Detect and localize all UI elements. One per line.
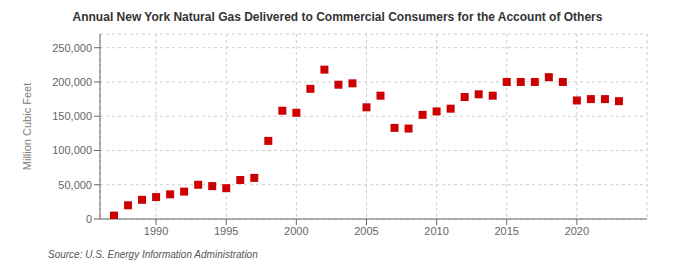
svg-text:100,000: 100,000 — [52, 144, 92, 156]
svg-text:2020: 2020 — [565, 225, 589, 237]
svg-text:50,000: 50,000 — [58, 179, 92, 191]
svg-text:2010: 2010 — [424, 225, 448, 237]
svg-text:Million Cubic Feet: Million Cubic Feet — [21, 83, 33, 170]
svg-text:1990: 1990 — [144, 225, 168, 237]
svg-text:150,000: 150,000 — [52, 110, 92, 122]
svg-text:1995: 1995 — [214, 225, 238, 237]
svg-text:2000: 2000 — [284, 225, 308, 237]
svg-text:250,000: 250,000 — [52, 42, 92, 54]
html-text:Source: U.S. Energy Informatio: Source: U.S. Energy Information Administ… — [48, 249, 258, 260]
html-text:Annual New York Natural Gas De: Annual New York Natural Gas Delivered to… — [72, 10, 603, 24]
svg-text:0: 0 — [86, 213, 92, 225]
svg-text:2005: 2005 — [354, 225, 378, 237]
svg-text:200,000: 200,000 — [52, 76, 92, 88]
svg-text:2015: 2015 — [495, 225, 519, 237]
